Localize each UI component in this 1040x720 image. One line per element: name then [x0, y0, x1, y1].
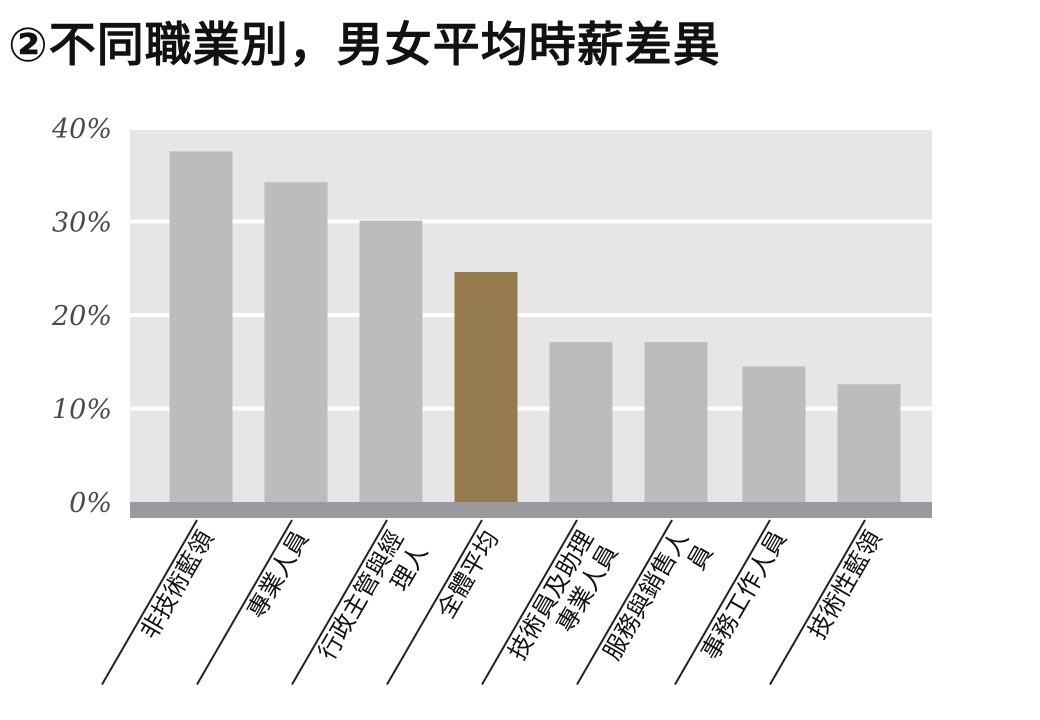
category-separator-line: [674, 519, 771, 686]
category-separator-line: [196, 519, 293, 686]
bar: [454, 271, 518, 502]
gridlines: [130, 126, 932, 411]
y-tick-label: 20%: [51, 301, 112, 332]
bars: [169, 151, 901, 503]
y-tick-label: 10%: [52, 395, 112, 426]
chart-title: ②不同職業別，男女平均時薪差異: [8, 18, 721, 73]
category-separator-line: [576, 519, 673, 686]
category-label: 服務與銷售人: [598, 526, 694, 665]
category-separator-line: [101, 519, 198, 686]
category-labels: 非技術藍領 專業人員行政主管與經理人全體平均技術員及助理專業人員服務與銷售人員事務…: [101, 519, 887, 686]
y-tick-labels: 0% 10% 20% 30% 40%: [51, 114, 112, 519]
gridline: [130, 406, 932, 411]
y-tick-label: 30%: [52, 208, 112, 239]
bar: [742, 366, 806, 502]
category-label: 非技術藍領: [135, 526, 219, 644]
category-separator-line: [769, 519, 866, 686]
gridline: [130, 313, 932, 317]
category-label: 技術性藍領: [803, 526, 887, 644]
y-tick-label: 0%: [69, 488, 112, 519]
x-axis-baseline: [130, 502, 932, 518]
bar: [359, 220, 423, 502]
bar: [549, 342, 613, 502]
bar: [264, 182, 328, 503]
bar: [169, 151, 233, 502]
bar: [837, 384, 901, 502]
category-label: 事務工作人員: [696, 526, 792, 665]
category-separator-line: [291, 519, 388, 686]
category-separator-line: [481, 519, 578, 686]
bar: [644, 342, 708, 502]
category-separator-line: [386, 519, 483, 686]
category-label: 行政主管與經: [313, 526, 409, 665]
category-label: 專業人員: [242, 526, 314, 623]
gridline: [130, 219, 932, 224]
y-tick-label: 40%: [51, 114, 112, 145]
category-label: 全體平均: [432, 526, 504, 623]
gridline: [130, 126, 932, 130]
